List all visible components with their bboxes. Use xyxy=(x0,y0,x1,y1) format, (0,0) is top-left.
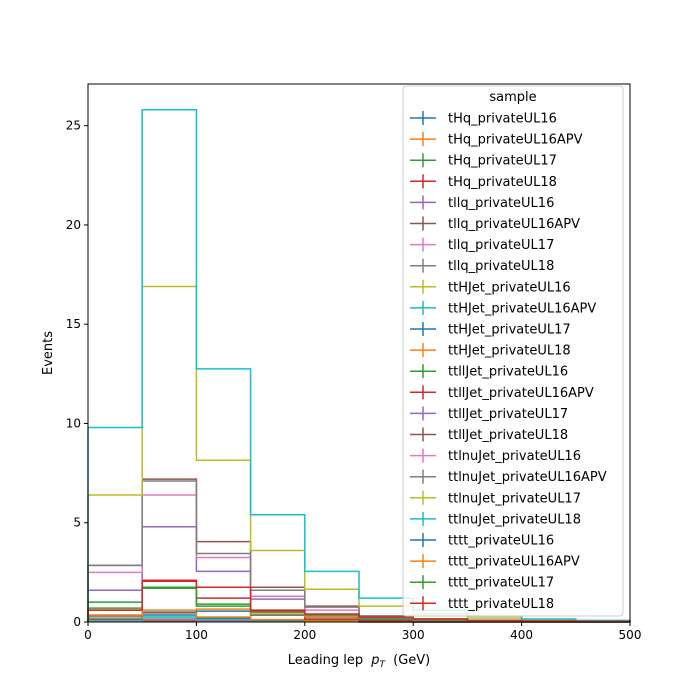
legend-item: ttllJet_privateUL16APV xyxy=(410,385,594,401)
legend-item: ttllJet_privateUL16 xyxy=(410,364,568,380)
y-axis-label: Events xyxy=(41,331,56,375)
legend-item: tttt_privateUL17 xyxy=(410,575,554,591)
series-tttt_privateUL18 xyxy=(87,580,631,623)
y-tick-label: 5 xyxy=(73,516,81,530)
legend-items: tHq_privateUL16 tHq_privateUL16APV tHq_pri… xyxy=(410,111,607,612)
legend-item: ttlnuJet_privateUL18 xyxy=(410,511,581,527)
y-tick-label: 10 xyxy=(66,416,81,430)
legend-item: tllq_privateUL16 xyxy=(410,195,554,211)
legend-item: tllq_privateUL17 xyxy=(410,237,554,253)
legend-item: ttllJet_privateUL17 xyxy=(410,406,568,422)
x-tick-label: 500 xyxy=(619,628,642,642)
legend-item: tHq_privateUL17 xyxy=(410,153,557,169)
x-axis: 0 100 200 300 400 500 xyxy=(84,622,641,642)
legend-item: ttlnuJet_privateUL17 xyxy=(410,490,581,506)
x-tick-label: 300 xyxy=(402,628,425,642)
legend-label: ttlnuJet_privateUL17 xyxy=(448,491,581,506)
legend-label: ttHJet_privateUL16APV xyxy=(448,301,596,316)
legend-label: tllq_privateUL16 xyxy=(448,196,554,211)
y-tick-label: 0 xyxy=(73,615,81,629)
series-ttlnuJet_privateUL18 xyxy=(87,109,631,622)
legend-label: tHq_privateUL16 xyxy=(448,112,557,127)
y-tick-label: 15 xyxy=(66,317,81,331)
y-tick-label: 20 xyxy=(66,218,81,232)
legend-label: ttllJet_privateUL16APV xyxy=(448,386,594,401)
x-axis-label: Leading lep pT (GeV) xyxy=(288,653,430,671)
legend-item: tttt_privateUL18 xyxy=(410,596,554,612)
legend-label: tllq_privateUL17 xyxy=(448,238,554,253)
legend-item: tttt_privateUL16 xyxy=(410,533,554,549)
legend-item: tHq_privateUL16 xyxy=(410,111,557,127)
legend-label: ttHJet_privateUL17 xyxy=(448,323,571,338)
legend-label: ttHJet_privateUL16 xyxy=(448,280,571,295)
y-axis: 0 5 10 15 20 25 xyxy=(66,119,88,629)
legend-item: tllq_privateUL18 xyxy=(410,258,554,274)
legend: sample tHq_privateUL16 tHq_privateUL16APV… xyxy=(402,85,624,617)
legend-label: ttlnuJet_privateUL18 xyxy=(448,512,581,527)
legend-label: tllq_privateUL16APV xyxy=(448,217,580,232)
legend-label: tHq_privateUL18 xyxy=(448,175,557,190)
legend-item: tHq_privateUL18 xyxy=(410,174,557,190)
legend-label: tttt_privateUL16 xyxy=(448,534,554,549)
legend-item: ttHJet_privateUL18 xyxy=(410,343,571,359)
x-tick-label: 400 xyxy=(510,628,533,642)
legend-label: tttt_privateUL16APV xyxy=(448,555,580,570)
legend-item: tttt_privateUL16APV xyxy=(410,554,580,570)
legend-frame xyxy=(402,85,624,617)
legend-item: tHq_privateUL16APV xyxy=(410,132,583,148)
histogram-step-line xyxy=(87,580,631,623)
legend-item: ttHJet_privateUL16 xyxy=(410,279,571,295)
legend-label: ttllJet_privateUL16 xyxy=(448,365,568,380)
legend-item: ttHJet_privateUL16APV xyxy=(410,300,596,316)
legend-label: tHq_privateUL16APV xyxy=(448,133,583,148)
histogram-step-line xyxy=(87,109,631,622)
x-tick-label: 0 xyxy=(84,628,92,642)
legend-title: sample xyxy=(489,90,536,105)
legend-label: ttlnuJet_privateUL16 xyxy=(448,449,581,464)
legend-item: tllq_privateUL16APV xyxy=(410,216,580,232)
legend-label: tttt_privateUL18 xyxy=(448,597,554,612)
legend-label: ttllJet_privateUL18 xyxy=(448,428,568,443)
legend-label: ttlnuJet_privateUL16APV xyxy=(448,470,607,485)
x-tick-label: 200 xyxy=(293,628,316,642)
axes-frame xyxy=(87,83,631,623)
legend-item: ttlnuJet_privateUL16APV xyxy=(410,469,607,485)
legend-label: tttt_privateUL17 xyxy=(448,576,554,591)
legend-label: tHq_privateUL17 xyxy=(448,154,557,169)
legend-label: ttllJet_privateUL17 xyxy=(448,407,568,422)
legend-item: ttlnuJet_privateUL16 xyxy=(410,448,581,464)
x-tick-label: 100 xyxy=(185,628,208,642)
y-tick-label: 25 xyxy=(66,119,81,133)
legend-label: ttHJet_privateUL18 xyxy=(448,344,571,359)
legend-label: tllq_privateUL18 xyxy=(448,259,554,274)
legend-item: ttHJet_privateUL17 xyxy=(410,322,571,338)
legend-item: ttllJet_privateUL18 xyxy=(410,427,568,443)
